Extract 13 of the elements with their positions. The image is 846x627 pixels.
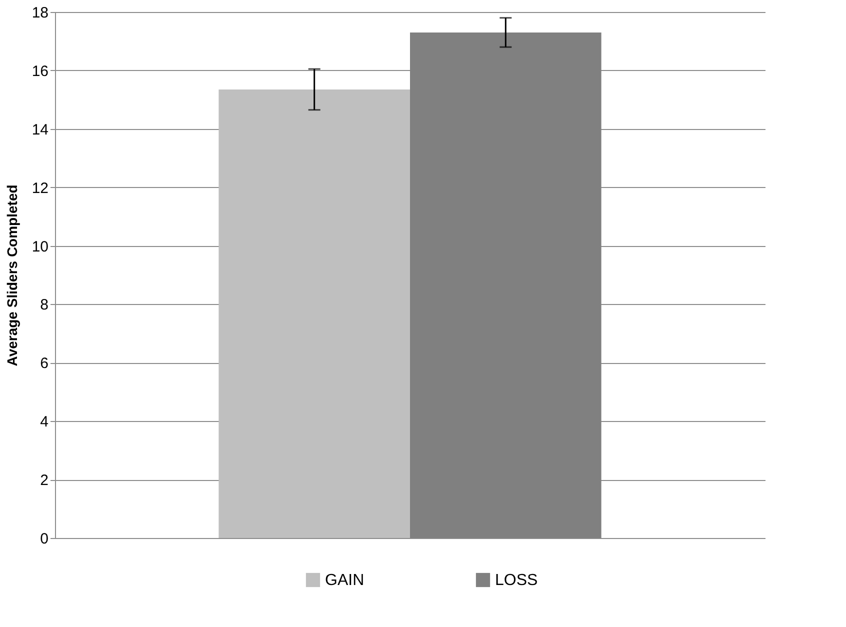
y-axis-title: Average Sliders Completed xyxy=(4,184,20,366)
y-tick-label: 18 xyxy=(32,4,48,22)
y-tick-label: 10 xyxy=(32,238,48,256)
y-tick-label: 4 xyxy=(40,414,48,431)
y-tick-label: 16 xyxy=(32,62,48,80)
y-tick-label: 12 xyxy=(32,180,48,197)
y-tick-label: 2 xyxy=(40,472,48,490)
legend-label: LOSS xyxy=(495,572,538,589)
y-tick-label: 0 xyxy=(40,530,48,548)
y-tick-label: 6 xyxy=(40,355,48,372)
y-tick-label: 14 xyxy=(32,121,48,138)
y-tick-label: 8 xyxy=(40,296,48,314)
legend-label: GAIN xyxy=(325,572,364,589)
